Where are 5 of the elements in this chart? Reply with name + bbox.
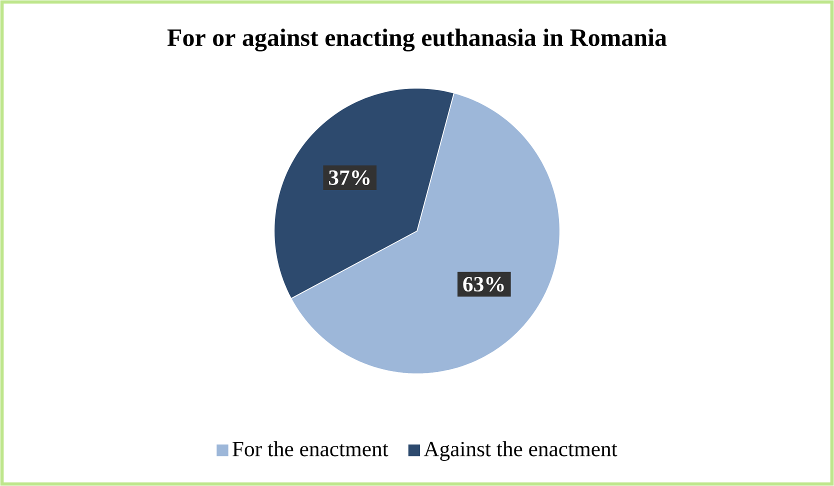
data-label: 37%	[329, 170, 370, 186]
legend-label: For the enactment	[232, 441, 388, 456]
legend-label: Against the enactment	[424, 441, 618, 461]
data-label: 63%	[463, 276, 504, 292]
chart-title: For or against enacting euthanasia in Romania	[167, 28, 667, 52]
